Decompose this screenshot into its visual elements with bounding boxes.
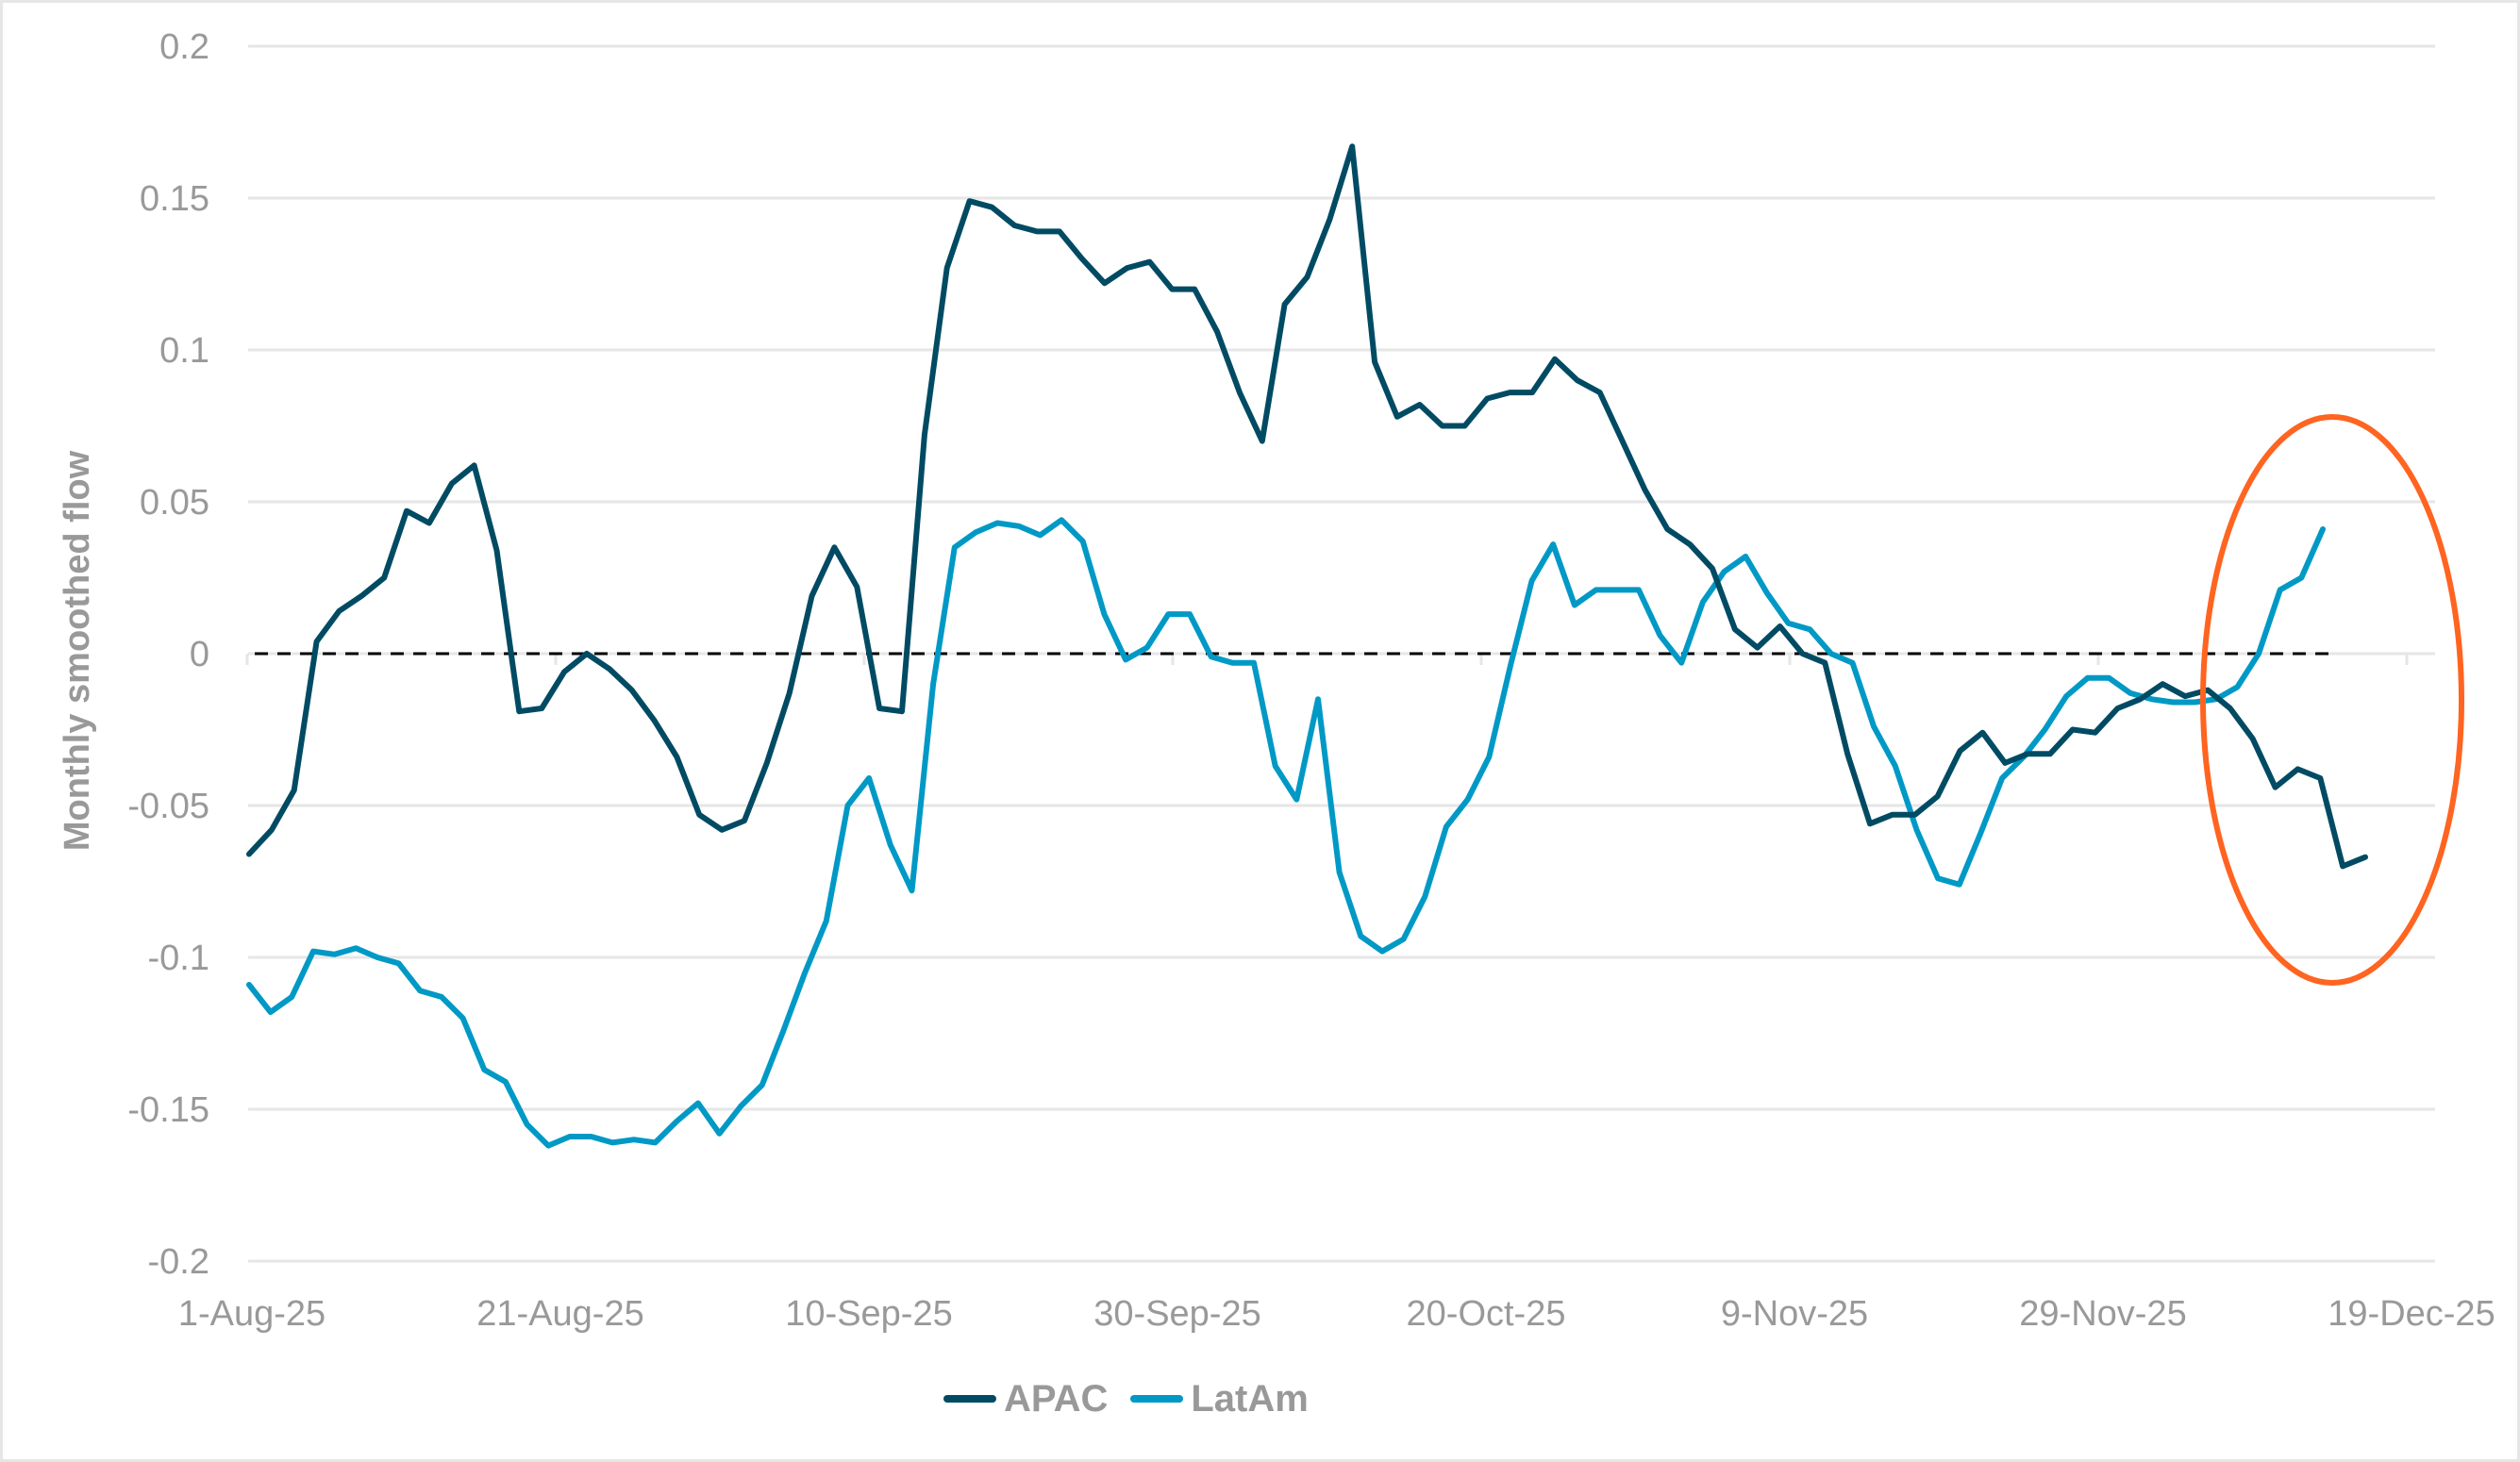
y-axis-ticks: 0.2 0.15 0.1 0.05 0 -0.05 -0.1 -0.15 -0.2 — [127, 27, 209, 1282]
x-tick-label: 10-Sep-25 — [785, 1294, 952, 1334]
x-tick-label: 21-Aug-25 — [476, 1294, 643, 1334]
y-tick-label: 0.2 — [159, 27, 209, 67]
x-tick-label: 30-Sep-25 — [1093, 1294, 1260, 1334]
y-tick-label: -0.05 — [127, 787, 209, 826]
gridlines — [248, 44, 2435, 1263]
apac-series-line — [246, 143, 2368, 870]
y-tick-label: -0.1 — [148, 939, 209, 978]
legend-label-latam: LatAm — [1191, 1377, 1309, 1420]
latam-series-line — [246, 517, 2326, 1149]
latam-swatch-icon — [1130, 1395, 1184, 1403]
highlight-ellipse — [2200, 414, 2464, 986]
x-tick-label: 19-Dec-25 — [2328, 1294, 2495, 1334]
x-tick-label: 20-Oct-25 — [1407, 1294, 1566, 1334]
x-axis-ticks: 1-Aug-25 21-Aug-25 10-Sep-25 30-Sep-25 20-Oc… — [178, 654, 2495, 1334]
legend-item-latam: LatAm — [1130, 1377, 1309, 1420]
y-tick-label: -0.2 — [148, 1242, 209, 1282]
x-tick-label: 1-Aug-25 — [178, 1294, 325, 1334]
legend-label-apac: APAC — [1004, 1377, 1109, 1420]
y-tick-label: -0.15 — [127, 1090, 209, 1130]
legend: APAC LatAm — [943, 1375, 1309, 1422]
y-axis-title: Monthly smoothed flow — [58, 450, 97, 851]
y-tick-label: 0.15 — [140, 179, 209, 219]
x-tick-label: 9-Nov-25 — [1721, 1294, 1868, 1334]
apac-swatch-icon — [943, 1395, 996, 1403]
y-tick-label: 0.1 — [159, 331, 209, 371]
legend-item-apac: APAC — [943, 1378, 1108, 1420]
y-tick-label: 0 — [190, 635, 209, 674]
y-tick-label: 0.05 — [140, 483, 209, 523]
x-tick-label: 29-Nov-25 — [2019, 1294, 2186, 1334]
